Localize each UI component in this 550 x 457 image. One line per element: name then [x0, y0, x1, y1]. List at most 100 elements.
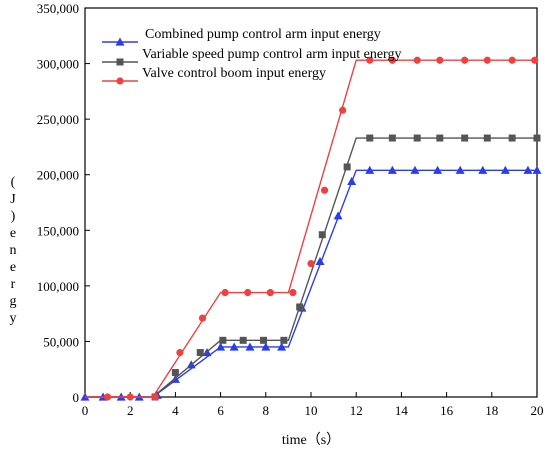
- square-marker: [280, 336, 288, 344]
- y-axis-label-char: (: [11, 175, 16, 190]
- circle-marker: [266, 288, 274, 297]
- y-axis-label-char: e: [10, 260, 16, 275]
- x-tick-label: 18: [485, 403, 498, 418]
- legend-label: Valve control boom input energy: [142, 66, 326, 81]
- square-marker: [260, 336, 268, 344]
- y-axis-label-char: e: [10, 226, 16, 241]
- circle-marker: [531, 56, 539, 64]
- y-tick-label: 0: [73, 390, 80, 405]
- y-axis-label-char: r: [11, 277, 16, 292]
- triangle-marker: [523, 165, 533, 174]
- square-marker: [388, 134, 396, 142]
- triangle-marker: [277, 342, 287, 351]
- square-marker: [116, 58, 124, 66]
- x-tick-label: 8: [263, 403, 270, 418]
- legend: Combined pump control arm input energy Va…: [102, 27, 401, 85]
- circle-marker: [366, 56, 374, 64]
- triangle-marker: [333, 211, 343, 220]
- series-triangle: [80, 165, 542, 401]
- circle-marker: [461, 56, 469, 64]
- triangle-marker: [433, 165, 443, 174]
- y-axis-label-char: y: [10, 311, 17, 326]
- legend-item: Valve control boom input energy: [102, 66, 326, 85]
- square-marker: [436, 134, 444, 142]
- circle-marker: [116, 77, 124, 85]
- series-line: [85, 169, 537, 398]
- triangle-marker: [478, 165, 488, 174]
- square-marker: [219, 336, 227, 344]
- circle-marker: [244, 288, 252, 297]
- legend-item: Combined pump control arm input energy: [102, 27, 381, 46]
- circle-marker: [289, 288, 297, 297]
- x-tick-label: 10: [305, 403, 318, 418]
- y-axis-label: (J)energy: [10, 175, 17, 326]
- triangle-marker: [500, 165, 510, 174]
- x-axis-label: time（s）: [282, 432, 340, 448]
- square-marker: [296, 303, 304, 311]
- triangle-marker: [347, 176, 357, 185]
- triangle-marker: [229, 342, 239, 351]
- x-tick-label: 14: [395, 403, 409, 418]
- triangle-marker: [115, 37, 125, 46]
- square-marker: [318, 231, 326, 239]
- x-tick-label: 20: [531, 403, 544, 418]
- circle-marker: [151, 393, 159, 401]
- triangle-marker: [410, 165, 420, 174]
- circle-marker: [104, 393, 112, 401]
- triangle-marker: [365, 165, 375, 174]
- triangle-marker: [532, 165, 542, 174]
- square-marker: [196, 349, 204, 357]
- series-circle: [85, 56, 539, 401]
- series-line: [85, 137, 537, 398]
- series-line: [85, 59, 537, 398]
- y-axis-label-char: J: [10, 192, 16, 207]
- x-tick-label: 6: [217, 403, 224, 418]
- square-marker: [239, 336, 247, 344]
- triangle-marker: [387, 165, 397, 174]
- square-marker: [366, 134, 374, 142]
- y-axis-label-char: ): [11, 209, 16, 224]
- legend-item: Variable speed pump control arm input en…: [102, 47, 401, 66]
- y-tick-label: 300,000: [37, 57, 79, 72]
- square-marker: [533, 134, 541, 142]
- axes: 0 2 4 6 8 10 12 14 16 18 20 0 50,000 100,000 150,000 20…: [10, 1, 544, 418]
- series-square: [85, 134, 541, 401]
- y-axis-label-char: g: [10, 294, 17, 309]
- y-tick-label: 250,000: [37, 112, 79, 127]
- y-tick-label: 150,000: [37, 223, 79, 238]
- circle-marker: [483, 56, 491, 64]
- triangle-marker: [315, 256, 325, 266]
- circle-marker: [307, 260, 315, 268]
- triangle-marker: [245, 342, 255, 351]
- circle-marker: [436, 56, 444, 64]
- legend-label: Combined pump control arm input energy: [145, 27, 381, 42]
- square-marker: [483, 134, 491, 142]
- y-tick-label: 100,000: [37, 279, 79, 294]
- triangle-marker: [455, 165, 465, 174]
- square-marker: [343, 163, 351, 171]
- circle-marker: [508, 56, 516, 64]
- y-axis-label-char: n: [10, 243, 17, 258]
- x-tick-label: 4: [172, 403, 179, 418]
- circle-marker: [126, 393, 134, 401]
- x-tick-label: 12: [350, 403, 363, 418]
- circle-marker: [388, 56, 396, 64]
- y-tick-label: 50,000: [43, 334, 79, 349]
- square-marker: [413, 134, 421, 142]
- series-group: [80, 56, 542, 401]
- circle-marker: [221, 288, 229, 297]
- square-marker: [461, 134, 469, 142]
- circle-marker: [198, 314, 207, 322]
- legend-label: Variable speed pump control arm input en…: [142, 47, 401, 62]
- circle-marker: [176, 348, 184, 357]
- y-tick-label: 200,000: [37, 168, 79, 183]
- y-tick-label: 350,000: [37, 1, 79, 16]
- x-tick-label: 16: [440, 403, 454, 418]
- triangle-marker: [261, 342, 271, 351]
- circle-marker: [320, 186, 329, 194]
- x-tick-label: 0: [82, 403, 89, 418]
- square-marker: [508, 134, 516, 142]
- circle-marker: [413, 56, 421, 64]
- triangle-marker: [216, 342, 226, 351]
